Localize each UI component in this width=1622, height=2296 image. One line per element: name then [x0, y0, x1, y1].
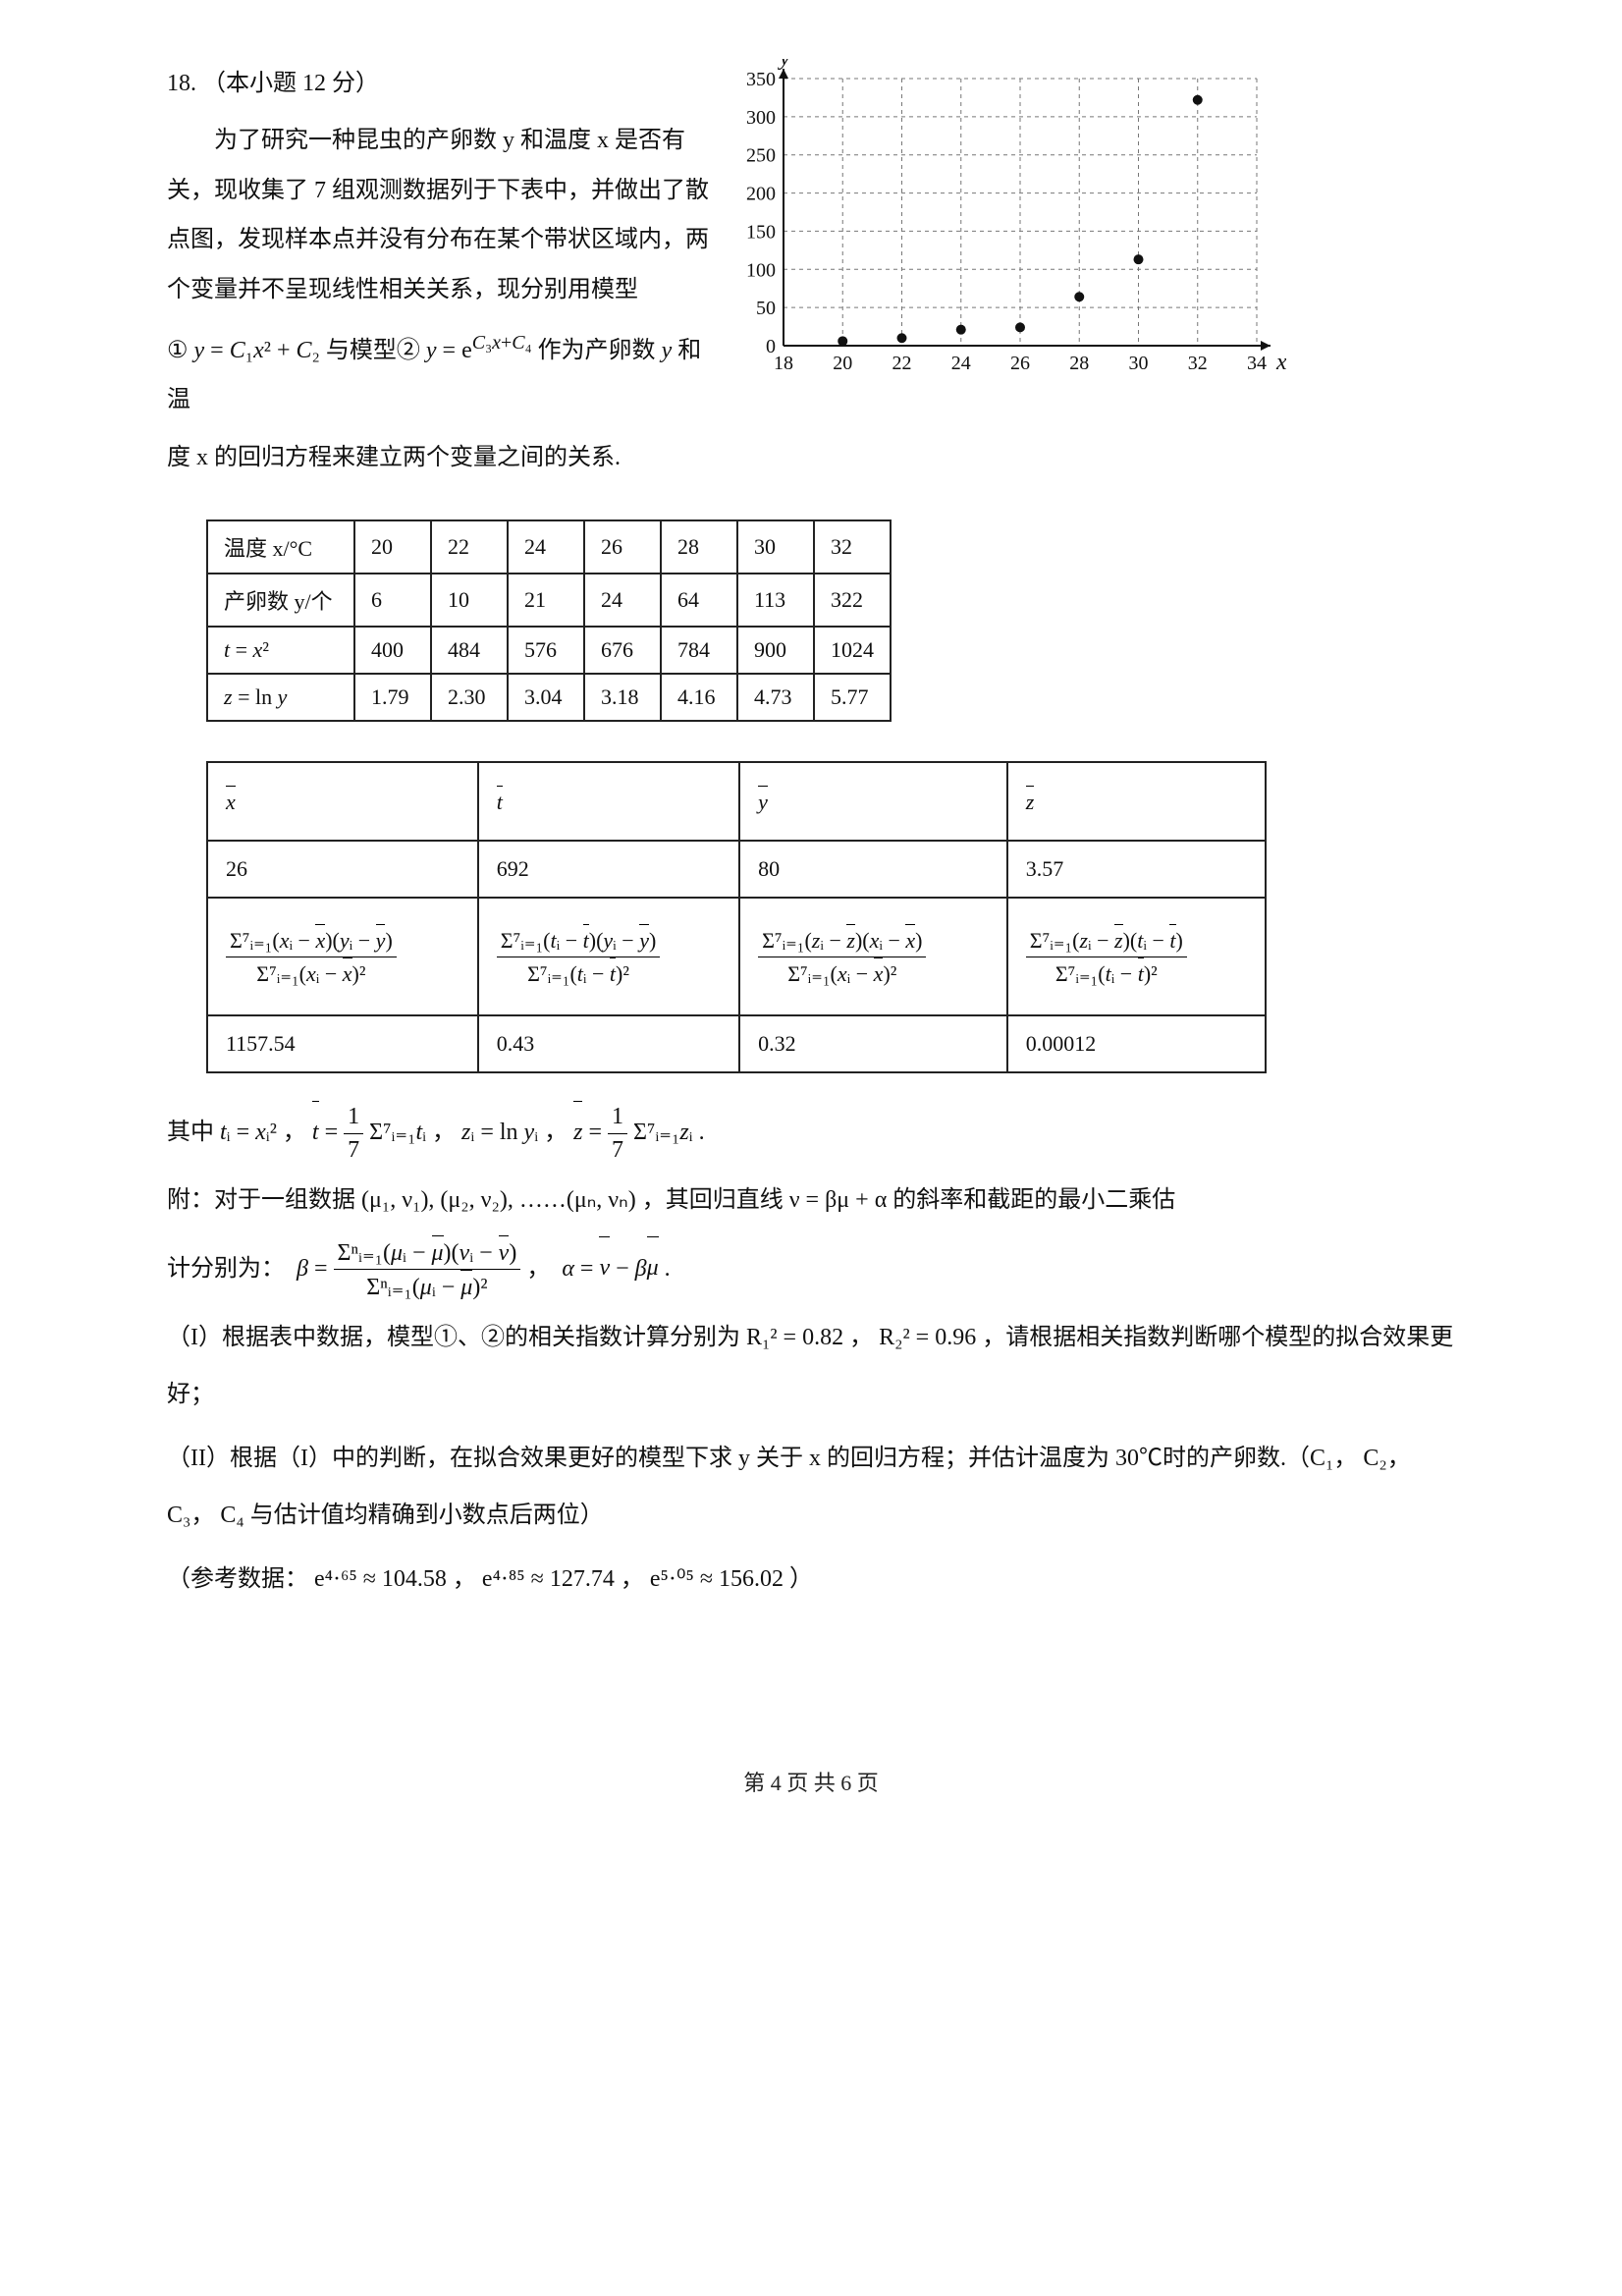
reference-data: （参考数据： e⁴·⁶⁵ ≈ 104.58 ， e⁴·⁸⁵ ≈ 127.74 ，… [167, 1552, 1455, 1609]
row-header: 产卵数 y/个 [207, 574, 354, 627]
scatter-chart: 18 20 22 24 26 28 30 32 34 0 50 100 150 200 250 300 350 x… [736, 59, 1286, 393]
stats-row-mean-values: 26 692 80 3.57 [207, 841, 1266, 898]
data-cell: 676 [584, 627, 661, 674]
formula-2: Σ⁷ᵢ₌₁(tᵢ − t)(yᵢ − y) Σ⁷ᵢ₌₁(tᵢ − t)² [478, 898, 739, 1015]
question-number: 18. [167, 71, 196, 96]
svg-text:28: 28 [1069, 353, 1089, 374]
data-cell: 484 [431, 627, 508, 674]
appendix-intro: 附：对于一组数据 (μ₁, ν₁), (μ₂, ν₂), ……(μₙ, νₙ) … [167, 1173, 1455, 1230]
data-cell: 5.77 [814, 674, 891, 721]
val-ybar: 80 [739, 841, 1007, 898]
svg-text:32: 32 [1188, 353, 1208, 374]
table1-body: 温度 x/°C20222426283032产卵数 y/个610212464113… [207, 520, 891, 721]
notes-block: 其中 tᵢ = xᵢ² ， t = 17 Σ⁷ᵢ₌₁tᵢ ， zᵢ = ln y… [167, 1103, 1455, 1609]
question-ii: （II）根据（I）中的判断，在拟合效果更好的模型下求 y 关于 x 的回归方程；… [167, 1431, 1455, 1544]
formula-3: Σ⁷ᵢ₌₁(zᵢ − z)(xᵢ − x) Σ⁷ᵢ₌₁(xᵢ − x)² [739, 898, 1007, 1015]
table-row: z = ln y1.792.303.043.184.164.735.77 [207, 674, 891, 721]
data-cell: 24 [584, 574, 661, 627]
stats-row-formula-values: 1157.54 0.43 0.32 0.00012 [207, 1015, 1266, 1072]
table-row: 温度 x/°C20222426283032 [207, 520, 891, 574]
row-header: t = x² [207, 627, 354, 674]
problem-para1: 为了研究一种昆虫的产卵数 y 和温度 x 是否有关，现收集了 7 组观测数据列于… [167, 116, 717, 314]
data-cell: 322 [814, 574, 891, 627]
svg-text:26: 26 [1010, 353, 1030, 374]
data-cell: 10 [431, 574, 508, 627]
svg-text:100: 100 [746, 259, 776, 281]
cell-xbar: x [207, 762, 478, 841]
val-xbar: 26 [207, 841, 478, 898]
val-zbar: 3.57 [1007, 841, 1266, 898]
page-container: 18. （本小题 12 分） 为了研究一种昆虫的产卵数 y 和温度 x 是否有关… [0, 0, 1622, 2296]
data-cell: 400 [354, 627, 431, 674]
svg-text:150: 150 [746, 221, 776, 243]
svg-text:0: 0 [766, 336, 776, 357]
svg-text:18: 18 [774, 353, 793, 374]
svg-text:350: 350 [746, 69, 776, 90]
data-cell: 1.79 [354, 674, 431, 721]
svg-text:x: x [1275, 350, 1286, 375]
question-i: （I）根据表中数据，模型①、②的相关指数计算分别为 R₁² = 0.82 ， R… [167, 1310, 1455, 1423]
data-cell: 3.04 [508, 674, 584, 721]
fval-1: 1157.54 [207, 1015, 478, 1072]
stats-row-means: x t y z [207, 762, 1266, 841]
table-row: 产卵数 y/个610212464113322 [207, 574, 891, 627]
data-cell: 2.30 [431, 674, 508, 721]
data-cell: 6 [354, 574, 431, 627]
data-cell: 4.16 [661, 674, 737, 721]
problem-statement: 18. （本小题 12 分） 为了研究一种昆虫的产卵数 y 和温度 x 是否有关… [167, 59, 717, 490]
problem-para2: 度 x 的回归方程来建立两个变量之间的关系. [167, 433, 717, 482]
svg-text:22: 22 [892, 353, 912, 374]
problem-header-row: 18. （本小题 12 分） 为了研究一种昆虫的产卵数 y 和温度 x 是否有关… [167, 59, 1455, 490]
svg-text:30: 30 [1129, 353, 1149, 374]
data-cell: 3.18 [584, 674, 661, 721]
data-cell: 24 [508, 520, 584, 574]
svg-text:20: 20 [833, 353, 852, 374]
data-cell: 1024 [814, 627, 891, 674]
table-row: t = x²4004845766767849001024 [207, 627, 891, 674]
data-cell: 28 [661, 520, 737, 574]
fval-2: 0.43 [478, 1015, 739, 1072]
svg-text:y: y [778, 59, 790, 71]
svg-text:250: 250 [746, 145, 776, 167]
cell-ybar: y [739, 762, 1007, 841]
fval-3: 0.32 [739, 1015, 1007, 1072]
formula-4: Σ⁷ᵢ₌₁(zᵢ − z)(tᵢ − t) Σ⁷ᵢ₌₁(tᵢ − t)² [1007, 898, 1266, 1015]
chart-svg: 18 20 22 24 26 28 30 32 34 0 50 100 150 200 250 300 350 x… [736, 59, 1286, 393]
problem-model-line: ① y = C₁x² + C₂ 与模型② y = eC₃x+C₄ 作为产卵数 y… [167, 322, 717, 425]
cell-zbar: z [1007, 762, 1266, 841]
row-header: 温度 x/°C [207, 520, 354, 574]
stats-row-formulas: Σ⁷ᵢ₌₁(xᵢ − x)(yᵢ − y) Σ⁷ᵢ₌₁(xᵢ − x)² Σ⁷ᵢ… [207, 898, 1266, 1015]
svg-text:300: 300 [746, 107, 776, 129]
data-cell: 22 [431, 520, 508, 574]
data-cell: 32 [814, 520, 891, 574]
data-cell: 900 [737, 627, 814, 674]
val-tbar: 692 [478, 841, 739, 898]
row-header: z = ln y [207, 674, 354, 721]
appendix-formula: 计分别为： β = Σⁿᵢ₌₁(μᵢ − μ)(νᵢ − ν) Σⁿᵢ₌₁(μᵢ… [167, 1237, 1455, 1303]
data-cell: 4.73 [737, 674, 814, 721]
svg-text:50: 50 [756, 298, 776, 319]
svg-text:200: 200 [746, 184, 776, 205]
question-points: （本小题 12 分） [202, 71, 379, 96]
cell-tbar: t [478, 762, 739, 841]
svg-text:24: 24 [951, 353, 971, 374]
data-cell: 30 [737, 520, 814, 574]
data-cell: 20 [354, 520, 431, 574]
data-cell: 576 [508, 627, 584, 674]
svg-text:34: 34 [1247, 353, 1267, 374]
data-cell: 21 [508, 574, 584, 627]
data-cell: 64 [661, 574, 737, 627]
data-cell: 113 [737, 574, 814, 627]
stats-table-2: x t y z 26 692 80 3.57 Σ⁷ᵢ₌₁(xᵢ − x)(yᵢ … [206, 761, 1267, 1073]
fval-4: 0.00012 [1007, 1015, 1266, 1072]
formula-1: Σ⁷ᵢ₌₁(xᵢ − x)(yᵢ − y) Σ⁷ᵢ₌₁(xᵢ − x)² [207, 898, 478, 1015]
page-footer: 第 4 页 共 6 页 [167, 1766, 1455, 1797]
where-note: 其中 tᵢ = xᵢ² ， t = 17 Σ⁷ᵢ₌₁tᵢ ， zᵢ = ln y… [167, 1103, 1455, 1165]
data-table-1: 温度 x/°C20222426283032产卵数 y/个610212464113… [206, 519, 892, 722]
data-cell: 26 [584, 520, 661, 574]
data-cell: 784 [661, 627, 737, 674]
